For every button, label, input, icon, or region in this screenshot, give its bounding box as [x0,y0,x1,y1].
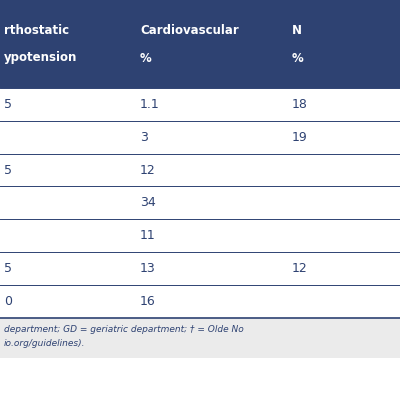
Text: department; GD = geriatric department; † = Olde No: department; GD = geriatric department; †… [4,325,244,334]
Text: 18: 18 [292,98,308,111]
Text: io.org/guidelines).: io.org/guidelines). [4,339,86,348]
Text: rthostatic: rthostatic [4,24,69,36]
Text: 5: 5 [4,98,12,111]
Bar [0,285,400,318]
Text: 19: 19 [292,131,308,144]
Text: 0: 0 [4,295,12,308]
Text: 13: 13 [140,262,156,275]
Text: 12: 12 [292,262,308,275]
Bar [0,121,400,154]
Bar [0,219,400,252]
Bar [0,88,400,121]
Text: Cardiovascular: Cardiovascular [140,24,239,36]
Text: %: % [140,52,152,64]
Text: 16: 16 [140,295,156,308]
Text: ypotension: ypotension [4,52,77,64]
Text: %: % [292,52,304,64]
Text: 5: 5 [4,262,12,275]
Text: 1.1: 1.1 [140,98,160,111]
Bar [0,252,400,285]
Text: 5: 5 [4,164,12,176]
Text: N: N [292,24,302,36]
Bar [0,186,400,219]
Text: 11: 11 [140,229,156,242]
Bar [0,0,400,88]
Bar [0,318,400,358]
Text: 34: 34 [140,196,156,209]
Text: 3: 3 [140,131,148,144]
Bar [0,154,400,186]
Text: 12: 12 [140,164,156,176]
